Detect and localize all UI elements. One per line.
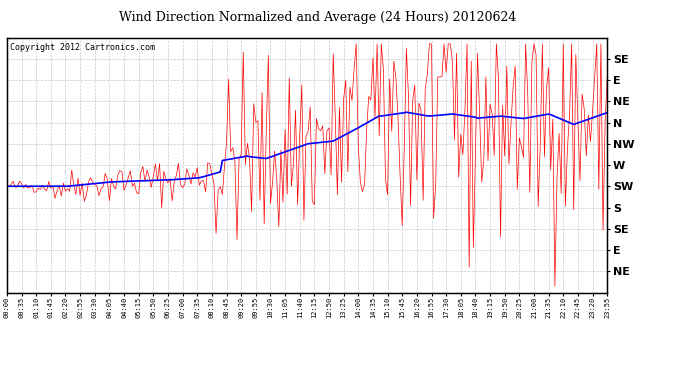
Text: Wind Direction Normalized and Average (24 Hours) 20120624: Wind Direction Normalized and Average (2… <box>119 11 516 24</box>
Text: Copyright 2012 Cartronics.com: Copyright 2012 Cartronics.com <box>10 43 155 52</box>
